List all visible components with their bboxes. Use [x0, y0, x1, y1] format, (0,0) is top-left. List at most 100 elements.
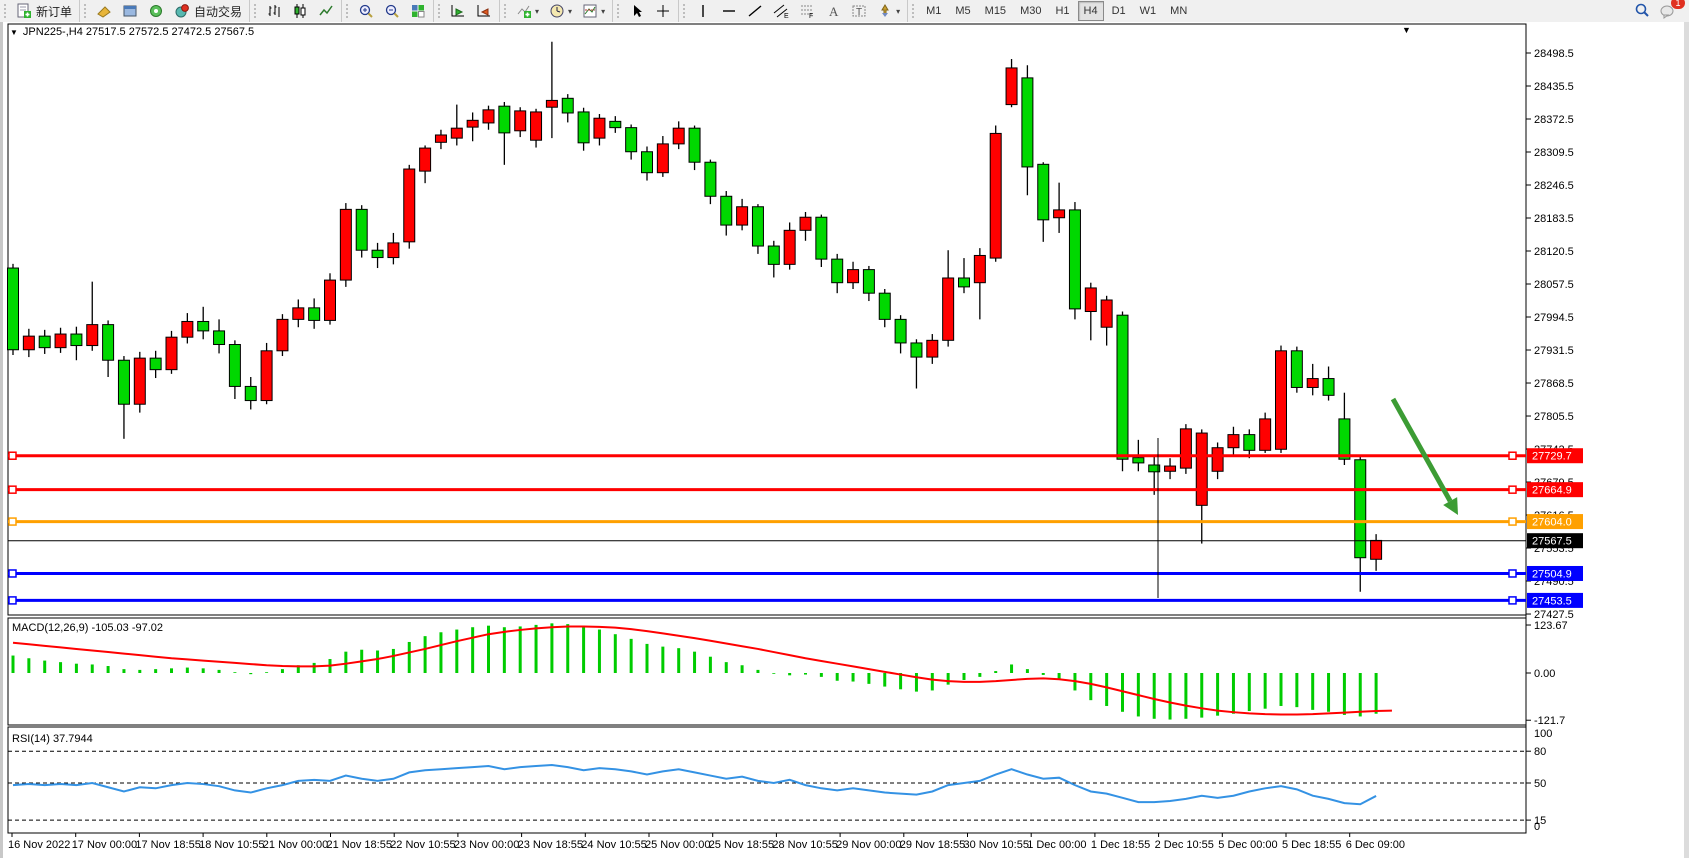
svg-text:80: 80 — [1534, 746, 1546, 758]
horizontal-line-icon — [721, 3, 737, 19]
macd-pane: 123.67 0.00 -121.7 — [11, 620, 1568, 727]
auto-scroll-button[interactable] — [446, 0, 470, 22]
text-label-button[interactable]: T — [847, 0, 871, 22]
line-chart-button[interactable] — [314, 0, 338, 22]
notification-badge: 1 — [1671, 0, 1685, 9]
templates-dropdown-icon[interactable]: ▾ — [601, 6, 606, 16]
rsi-pane: 100 80 50 150 — [8, 728, 1552, 833]
chart-title: ▼ JPN225-,H4 27517.5 27572.5 27472.5 275… — [10, 26, 254, 38]
tile-windows-button[interactable] — [406, 0, 430, 22]
arrows-button[interactable]: ▾ — [873, 0, 904, 22]
autotrade-label: 自动交易 — [194, 4, 243, 19]
tf-H4-button[interactable]: H4 — [1077, 1, 1104, 21]
templates-button[interactable]: ▾ — [578, 0, 609, 22]
zoom-in-button[interactable] — [354, 0, 378, 22]
indicators-dropdown-icon[interactable]: ▾ — [535, 6, 540, 16]
svg-text:21 Nov 18:55: 21 Nov 18:55 — [327, 839, 392, 851]
zoom-out-button[interactable] — [380, 0, 404, 22]
svg-text:T: T — [856, 7, 862, 18]
svg-text:25 Nov 18:55: 25 Nov 18:55 — [709, 839, 774, 851]
new-order-button[interactable]: 新订单 — [12, 0, 76, 22]
hline-objects[interactable] — [8, 451, 1526, 605]
svg-text:100: 100 — [1534, 728, 1552, 740]
svg-text:29 Nov 00:00: 29 Nov 00:00 — [836, 839, 901, 851]
svg-text:28183.5: 28183.5 — [1534, 213, 1574, 225]
data-window-icon — [122, 3, 138, 19]
chart-svg[interactable]: 28498.5 28435.5 28372.5 28309.5 28246.5 28183… — [0, 22, 1689, 858]
cursor-button[interactable] — [625, 0, 649, 22]
svg-text:27604.0: 27604.0 — [1532, 517, 1572, 529]
tf-H1-button[interactable]: H1 — [1055, 5, 1070, 17]
trendline-icon — [747, 3, 763, 19]
arrows-dropdown-icon[interactable]: ▾ — [896, 6, 901, 16]
svg-text:27868.5: 27868.5 — [1534, 378, 1574, 390]
trend-arrow-object[interactable] — [1390, 397, 1458, 515]
equidistant-channel-button[interactable]: E — [769, 0, 793, 22]
horizontal-line-button[interactable] — [717, 0, 741, 22]
tf-W1-button[interactable]: W1 — [1139, 5, 1157, 17]
svg-text:27729.7: 27729.7 — [1532, 451, 1572, 463]
notifications-button[interactable]: 1 — [1656, 0, 1685, 22]
fibonacci-icon: F — [799, 3, 815, 19]
fibonacci-button[interactable]: F — [795, 0, 819, 22]
chart-window[interactable]: 28498.5 28435.5 28372.5 28309.5 28246.5 28183… — [0, 22, 1689, 858]
svg-text:21 Nov 00:00: 21 Nov 00:00 — [263, 839, 328, 851]
crosshair-button[interactable] — [651, 0, 675, 22]
search-button[interactable] — [1630, 0, 1654, 22]
toolbar-grip — [683, 4, 688, 18]
svg-text:2 Dec 10:55: 2 Dec 10:55 — [1155, 839, 1214, 851]
chart-shift-button[interactable] — [472, 0, 496, 22]
tf-MN-button[interactable]: MN — [1170, 5, 1188, 17]
rsi-indicator-label: RSI(14) 37.7944 — [12, 733, 93, 745]
toolbar-grip — [254, 4, 259, 18]
candlestick-chart-button[interactable] — [288, 0, 312, 22]
svg-text:27567.5: 27567.5 — [1532, 536, 1572, 548]
trendline-button[interactable] — [743, 0, 767, 22]
svg-text:27805.5: 27805.5 — [1534, 411, 1574, 423]
arrows-icon — [877, 3, 893, 19]
periods-button[interactable]: ▾ — [545, 0, 576, 22]
text-button[interactable]: A — [821, 0, 845, 22]
tf-M1-button[interactable]: M1 — [926, 5, 942, 17]
toolbar-group — [612, 0, 678, 22]
notifications-icon — [1660, 3, 1676, 19]
macd-indicator-label: MACD(12,26,9) -105.03 -97.02 — [12, 622, 164, 634]
svg-text:22 Nov 10:55: 22 Nov 10:55 — [390, 839, 455, 851]
svg-text:16 Nov 2022: 16 Nov 2022 — [8, 839, 70, 851]
periods-dropdown-icon[interactable]: ▾ — [568, 6, 573, 16]
svg-text:28 Nov 10:55: 28 Nov 10:55 — [772, 839, 837, 851]
vertical-line-button[interactable] — [691, 0, 715, 22]
navigator-button[interactable] — [144, 0, 168, 22]
object-anchor-triangle-icon[interactable]: ▼ — [1402, 25, 1411, 35]
tf-D1-button[interactable]: D1 — [1111, 5, 1126, 17]
chart-canvas[interactable]: 28498.5 28435.5 28372.5 28309.5 28246.5 28183… — [0, 22, 1689, 858]
toolbar-group: 自动交易 — [79, 0, 249, 22]
autotrade-icon — [174, 3, 190, 19]
tf-M30-button[interactable]: M30 — [1020, 5, 1042, 17]
svg-text:23 Nov 18:55: 23 Nov 18:55 — [518, 839, 583, 851]
bar-chart-button[interactable] — [262, 0, 286, 22]
svg-text:27427.5: 27427.5 — [1534, 609, 1574, 621]
svg-text:F: F — [809, 13, 813, 19]
autotrade-button[interactable]: 自动交易 — [170, 0, 246, 22]
toolbar-group: ▾ ▾ ▾ — [499, 0, 612, 22]
tf-M15-button[interactable]: M15 — [984, 5, 1007, 17]
templates-icon — [582, 3, 598, 19]
svg-text:-121.7: -121.7 — [1534, 715, 1565, 727]
market-watch-button[interactable] — [92, 0, 116, 22]
toolbar-group — [249, 0, 341, 22]
svg-text:1 Dec 18:55: 1 Dec 18:55 — [1091, 839, 1150, 851]
svg-text:0.00: 0.00 — [1534, 668, 1555, 680]
svg-text:27664.9: 27664.9 — [1532, 485, 1572, 497]
text-icon: A — [825, 3, 841, 19]
chart-menu-triangle-icon[interactable]: ▼ — [10, 27, 18, 37]
svg-text:27994.5: 27994.5 — [1534, 312, 1574, 324]
svg-text:6 Dec 09:00: 6 Dec 09:00 — [1346, 839, 1405, 851]
tf-M5-button[interactable]: M5 — [955, 5, 971, 17]
data-window-button[interactable] — [118, 0, 142, 22]
toolbar-grip — [84, 4, 89, 18]
indicators-button[interactable]: ▾ — [512, 0, 543, 22]
window-right-edge — [1684, 22, 1689, 858]
svg-text:28309.5: 28309.5 — [1534, 147, 1574, 159]
